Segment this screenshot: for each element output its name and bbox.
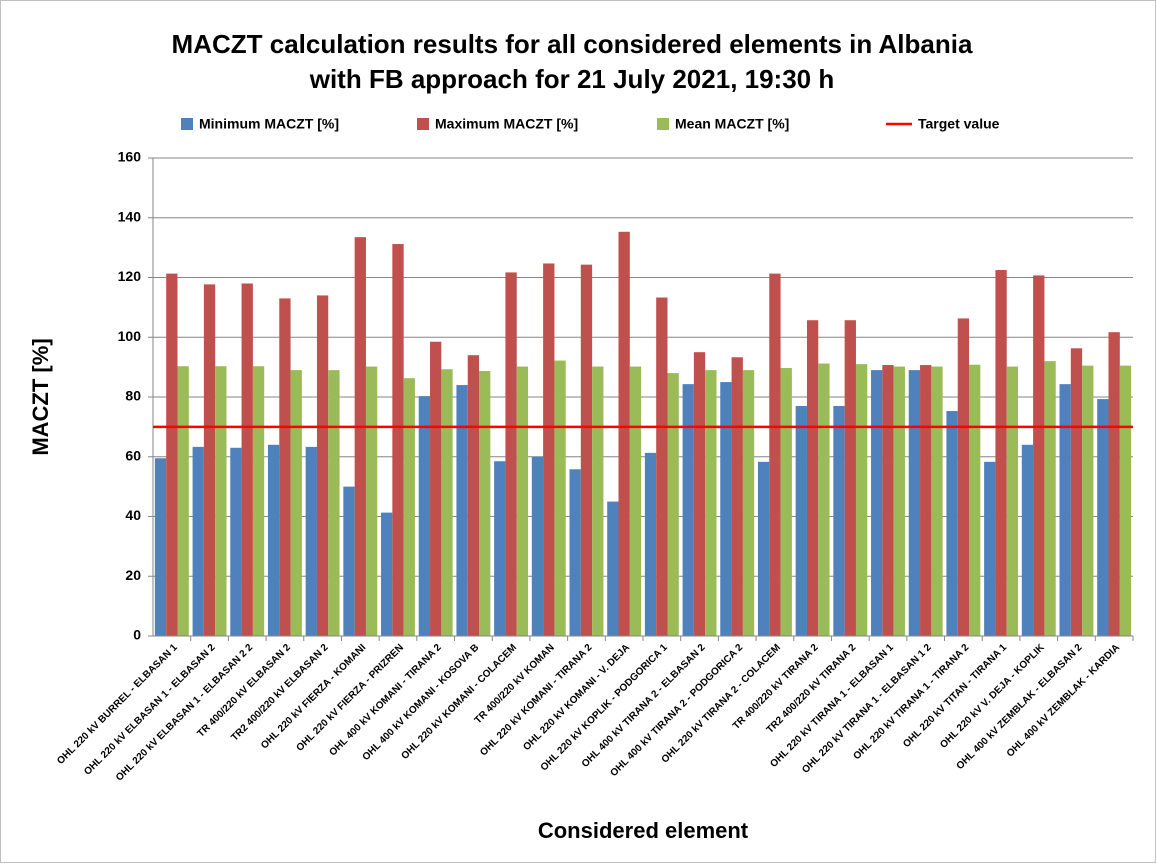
bar [343, 486, 355, 636]
bar [392, 244, 404, 637]
legend-label: Mean MACZT [%] [675, 116, 789, 132]
bar [418, 396, 431, 636]
bar [769, 273, 781, 636]
bar [893, 366, 905, 636]
bar [908, 370, 921, 636]
bar [882, 365, 894, 636]
bar [456, 385, 468, 636]
chart-title: MACZT calculation results for all consid… [172, 29, 973, 59]
bar [154, 458, 167, 636]
bar [931, 366, 943, 636]
legend-label: Maximum MACZT [%] [435, 116, 578, 132]
bar [177, 366, 189, 636]
bar [629, 366, 642, 636]
bar [531, 456, 544, 636]
bar [731, 357, 743, 636]
y-tick-label: 100 [118, 328, 142, 344]
bar [543, 263, 555, 636]
y-tick-label: 120 [118, 268, 142, 284]
y-tick-label: 140 [118, 208, 142, 224]
bar [957, 318, 970, 636]
bar [871, 370, 883, 636]
bar [757, 461, 770, 636]
chart-subtitle: with FB approach for 21 July 2021, 19:30… [309, 64, 835, 94]
bar [328, 370, 340, 636]
y-tick-label: 160 [118, 149, 142, 165]
bar [252, 366, 265, 636]
bar [516, 366, 529, 636]
bar [381, 512, 393, 636]
y-tick-label: 20 [125, 567, 141, 583]
bar [644, 452, 657, 636]
bar [479, 371, 491, 636]
bar [1097, 399, 1109, 636]
bar [1021, 444, 1034, 636]
bar [505, 272, 517, 636]
bar [818, 363, 830, 636]
bar [494, 461, 506, 636]
bar [656, 297, 668, 636]
bar [592, 366, 604, 636]
legend-label: Minimum MACZT [%] [199, 116, 339, 132]
bar [984, 461, 996, 636]
bar [693, 352, 706, 636]
bar [720, 382, 732, 636]
bar [795, 405, 807, 636]
bar [946, 411, 958, 636]
bar [365, 366, 378, 636]
bar [855, 364, 868, 636]
bar [1082, 365, 1094, 636]
bar [1119, 365, 1132, 636]
y-axis-label: MACZT [%] [28, 338, 53, 455]
bar [1059, 384, 1071, 636]
bar [166, 273, 178, 636]
bar [305, 446, 317, 636]
bar [667, 373, 679, 636]
bar [705, 370, 717, 636]
bar [682, 384, 694, 636]
y-tick-label: 0 [133, 627, 141, 643]
x-axis-label: Considered element [538, 818, 749, 843]
y-tick-label: 60 [125, 447, 141, 463]
bar [215, 366, 227, 636]
bar [806, 320, 819, 636]
bar [607, 501, 619, 636]
bar [969, 364, 981, 636]
bar [1006, 366, 1019, 636]
legend-label: Target value [918, 116, 1000, 132]
bar [742, 370, 755, 636]
bar [1070, 348, 1083, 636]
y-tick-label: 40 [125, 507, 141, 523]
bar [403, 378, 415, 636]
bar [1108, 332, 1120, 636]
bar [241, 283, 253, 636]
bar [844, 320, 856, 636]
bar [430, 341, 442, 636]
bar [580, 264, 593, 636]
bar [467, 355, 480, 636]
bar [554, 360, 566, 636]
bar [569, 469, 581, 636]
bar [833, 405, 845, 636]
bar [441, 369, 453, 636]
y-tick-label: 80 [125, 388, 141, 404]
bar [920, 365, 932, 636]
bar [290, 370, 302, 636]
legend-swatch [181, 118, 193, 130]
bar [192, 446, 204, 636]
bar [995, 270, 1007, 636]
legend-swatch [417, 118, 429, 130]
bar [230, 447, 242, 636]
legend-swatch [657, 118, 669, 130]
bar [1033, 275, 1045, 636]
bar [279, 298, 291, 636]
bar [316, 295, 329, 636]
bar [203, 284, 216, 636]
bar [354, 237, 366, 636]
bar [267, 444, 280, 636]
bar [1044, 361, 1056, 636]
bar [618, 231, 630, 636]
bar [780, 368, 792, 636]
